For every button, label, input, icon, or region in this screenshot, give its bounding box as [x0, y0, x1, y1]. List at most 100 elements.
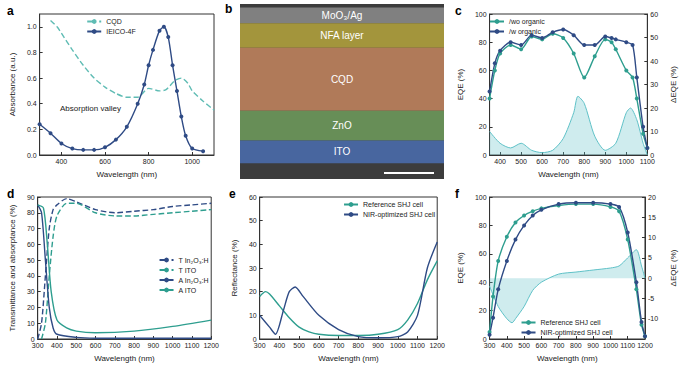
- svg-text:Absorption valley: Absorption valley: [60, 104, 121, 113]
- svg-text:c: c: [455, 4, 462, 18]
- svg-text:0.2: 0.2: [27, 126, 37, 133]
- svg-text:700: 700: [553, 342, 565, 349]
- svg-text:Reference SHJ cell: Reference SHJ cell: [541, 319, 601, 326]
- svg-text:20: 20: [27, 304, 35, 311]
- svg-text:15: 15: [648, 214, 656, 221]
- svg-text:1100: 1100: [640, 158, 655, 165]
- svg-text:1000: 1000: [390, 342, 406, 349]
- svg-text:1200: 1200: [429, 342, 445, 349]
- svg-text:EQE (%): EQE (%): [456, 68, 465, 100]
- svg-text:MoO₃/Ag: MoO₃/Ag: [322, 10, 363, 21]
- svg-text:500: 500: [70, 342, 82, 349]
- svg-text:/wo organic: /wo organic: [509, 18, 545, 26]
- svg-text:40: 40: [479, 279, 487, 286]
- svg-text:0.8: 0.8: [27, 49, 37, 56]
- svg-text:0: 0: [648, 275, 652, 282]
- svg-text:60: 60: [650, 11, 658, 18]
- svg-text:800: 800: [143, 158, 155, 165]
- svg-text:ZnO: ZnO: [332, 120, 352, 131]
- svg-text:700: 700: [333, 342, 345, 349]
- svg-text:5: 5: [648, 254, 652, 261]
- svg-text:600: 600: [90, 342, 102, 349]
- svg-text:400: 400: [494, 158, 506, 165]
- svg-text:400: 400: [51, 342, 63, 349]
- svg-text:700: 700: [109, 342, 121, 349]
- svg-text:20: 20: [648, 194, 656, 201]
- svg-text:50: 50: [650, 34, 658, 41]
- svg-text:Reference SHJ cell: Reference SHJ cell: [363, 201, 423, 208]
- svg-text:10: 10: [648, 234, 656, 241]
- svg-text:20: 20: [479, 123, 487, 130]
- svg-text:300: 300: [484, 342, 496, 349]
- svg-text:900: 900: [599, 158, 611, 165]
- svg-text:1000: 1000: [165, 342, 181, 349]
- svg-text:1200: 1200: [637, 342, 653, 349]
- svg-text:ΔEQE (%): ΔEQE (%): [669, 66, 678, 103]
- svg-text:900: 900: [587, 342, 599, 349]
- svg-text:60: 60: [27, 241, 35, 248]
- svg-text:e: e: [229, 187, 236, 201]
- svg-text:500: 500: [515, 158, 527, 165]
- svg-text:20: 20: [650, 105, 658, 112]
- svg-text:80: 80: [479, 222, 487, 229]
- svg-text:400: 400: [501, 342, 513, 349]
- svg-text:10: 10: [249, 312, 257, 319]
- svg-text:Wavelength (nm): Wavelength (nm): [318, 354, 379, 363]
- svg-text:80: 80: [27, 209, 35, 216]
- svg-text:d: d: [7, 187, 14, 201]
- svg-text:40: 40: [249, 241, 257, 248]
- svg-text:600: 600: [313, 342, 325, 349]
- svg-text:0.0: 0.0: [27, 152, 37, 159]
- svg-text:800: 800: [352, 342, 364, 349]
- svg-text:60: 60: [479, 67, 487, 74]
- svg-text:300: 300: [254, 342, 266, 349]
- svg-text:-5: -5: [648, 295, 654, 302]
- svg-text:ITO: ITO: [334, 146, 351, 157]
- svg-text:800: 800: [570, 342, 582, 349]
- svg-text:300: 300: [32, 342, 44, 349]
- svg-text:f: f: [455, 187, 460, 201]
- svg-text:600: 600: [536, 342, 548, 349]
- svg-text:1.0: 1.0: [27, 23, 37, 30]
- svg-text:Transmittance and absorptance: Transmittance and absorptance (%): [8, 204, 17, 331]
- svg-text:Absorbance (a.u.): Absorbance (a.u.): [8, 52, 17, 116]
- svg-text:b: b: [225, 2, 232, 16]
- svg-text:900: 900: [372, 342, 384, 349]
- svg-text:Wavelength (nm): Wavelength (nm): [94, 354, 155, 363]
- svg-text:0: 0: [483, 152, 487, 159]
- svg-text:20: 20: [479, 307, 487, 314]
- svg-text:600: 600: [536, 158, 548, 165]
- svg-text:10: 10: [27, 320, 35, 327]
- svg-text:60: 60: [479, 250, 487, 257]
- svg-text:800: 800: [128, 342, 140, 349]
- svg-text:A ITO: A ITO: [179, 287, 197, 294]
- svg-text:T ITO: T ITO: [179, 267, 197, 274]
- svg-text:60: 60: [249, 194, 257, 201]
- svg-text:500: 500: [518, 342, 530, 349]
- svg-text:30: 30: [27, 288, 35, 295]
- svg-text:NIR-optimized SHJ cell: NIR-optimized SHJ cell: [541, 329, 613, 337]
- svg-text:IEICO-4F: IEICO-4F: [106, 28, 136, 35]
- svg-text:1200: 1200: [203, 342, 219, 349]
- svg-text:1000: 1000: [618, 158, 634, 165]
- svg-text:50: 50: [249, 217, 257, 224]
- svg-text:EQE (%): EQE (%): [456, 252, 465, 284]
- svg-text:0.4: 0.4: [27, 100, 37, 107]
- svg-text:CQD: CQD: [331, 74, 353, 85]
- svg-text:900: 900: [148, 342, 160, 349]
- svg-text:CQD: CQD: [106, 18, 122, 26]
- svg-text:/w organic: /w organic: [509, 28, 541, 36]
- svg-text:100: 100: [475, 194, 487, 201]
- svg-text:10: 10: [650, 128, 658, 135]
- svg-text:1100: 1100: [620, 342, 635, 349]
- svg-text:70: 70: [27, 225, 35, 232]
- svg-text:1000: 1000: [603, 342, 619, 349]
- svg-text:T In₂O₃:H: T In₂O₃:H: [179, 257, 209, 264]
- svg-text:a: a: [7, 4, 14, 18]
- svg-text:NFA layer: NFA layer: [320, 30, 364, 41]
- svg-text:Wavelength (nm): Wavelength (nm): [537, 354, 598, 363]
- svg-text:100: 100: [475, 11, 487, 18]
- svg-text:Wavelength (nm): Wavelength (nm): [538, 170, 599, 179]
- svg-text:400: 400: [56, 158, 68, 165]
- svg-text:800: 800: [578, 158, 590, 165]
